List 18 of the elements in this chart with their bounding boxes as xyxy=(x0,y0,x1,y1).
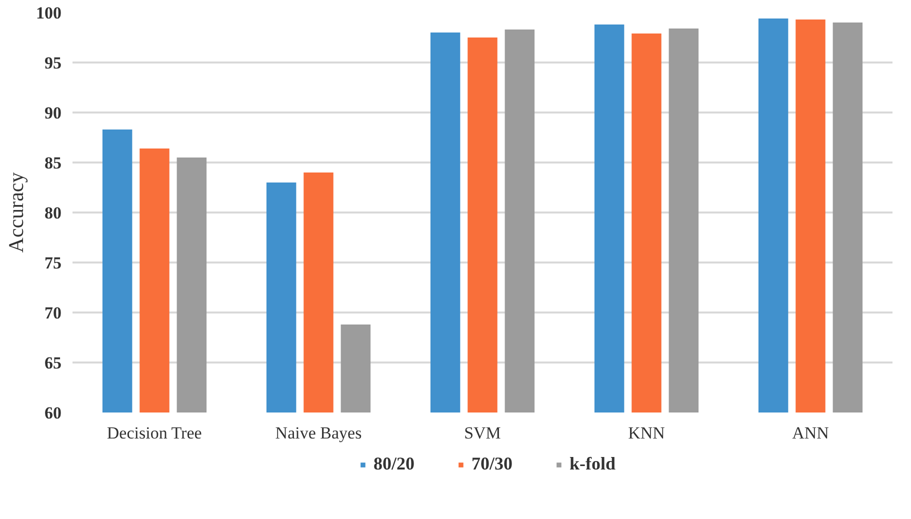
y-tick-label: 100 xyxy=(36,4,62,22)
y-tick-label: 70 xyxy=(44,304,62,322)
y-tick-label: 65 xyxy=(44,354,62,372)
legend-label: k-fold xyxy=(570,454,616,474)
legend-label: 70/30 xyxy=(471,454,513,474)
legend-label: 80/20 xyxy=(373,454,414,474)
x-tick-label: SVM xyxy=(464,424,501,442)
y-axis-title: Accuracy xyxy=(4,172,28,253)
x-tick-label: Decision Tree xyxy=(106,424,202,442)
y-tick-label: 95 xyxy=(44,54,62,72)
y-tick-label: 75 xyxy=(44,254,62,272)
y-tick-label: 80 xyxy=(44,204,62,222)
y-tick-label: 85 xyxy=(44,154,62,172)
y-tick-label: 90 xyxy=(44,104,62,122)
x-tick-label: Naive Bayes xyxy=(275,424,362,442)
x-tick-label: ANN xyxy=(792,424,829,442)
y-tick-label: 60 xyxy=(44,404,62,422)
x-tick-label: KNN xyxy=(628,424,665,442)
